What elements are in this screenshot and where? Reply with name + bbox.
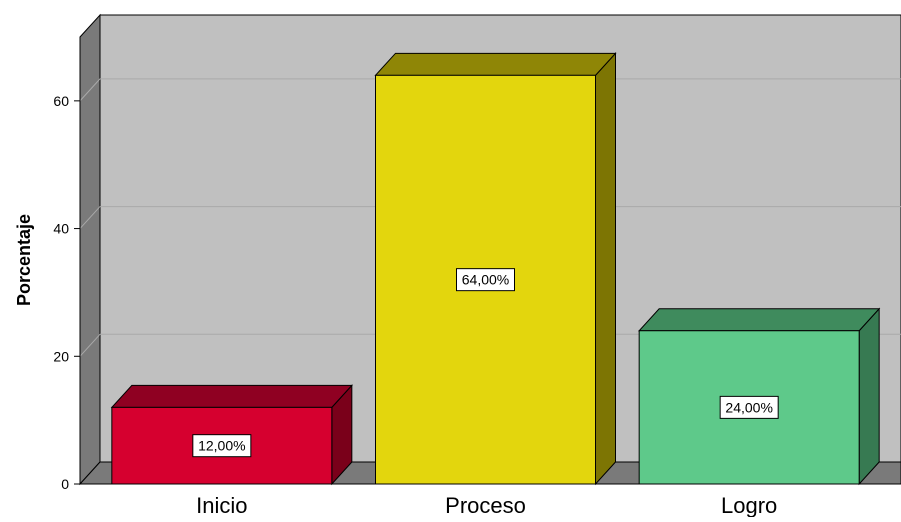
data-label: 64,00% [462, 272, 509, 288]
plot-left-wall [79, 13, 101, 486]
bar-top [374, 52, 617, 76]
y-tick-label: 40 [53, 221, 69, 237]
bar-group-proceso: 64,00% [374, 52, 617, 486]
data-label-box [456, 268, 515, 292]
bar-group-logro: 24,00% [638, 307, 881, 486]
gridline-left [79, 78, 101, 102]
data-label-box [192, 434, 252, 458]
x-tick-label: Logro [721, 493, 777, 517]
bar-side [858, 307, 880, 486]
x-tick-label: Proceso [445, 493, 526, 517]
y-tick-label: 60 [53, 93, 69, 109]
bar-group-inicio: 12,00% [110, 384, 353, 486]
axes-layer: Inicio Proceso Logro 0 20 40 60 [53, 37, 901, 518]
gridline-left [79, 333, 101, 357]
bars-layer: 12,00% 64,00% 24,00% [110, 52, 881, 486]
gridline-left [79, 206, 101, 229]
x-tick-label: Inicio [196, 493, 247, 517]
bar-top [638, 308, 881, 332]
data-label: 12,00% [198, 438, 245, 454]
data-label-box [719, 395, 779, 419]
bar-side [595, 52, 616, 486]
y-tick-label: 0 [61, 476, 69, 492]
bar-top [110, 384, 353, 408]
data-label: 24,00% [725, 399, 772, 415]
y-tick-label: 20 [53, 348, 69, 364]
y-axis-label: Porcentaje [14, 214, 34, 306]
